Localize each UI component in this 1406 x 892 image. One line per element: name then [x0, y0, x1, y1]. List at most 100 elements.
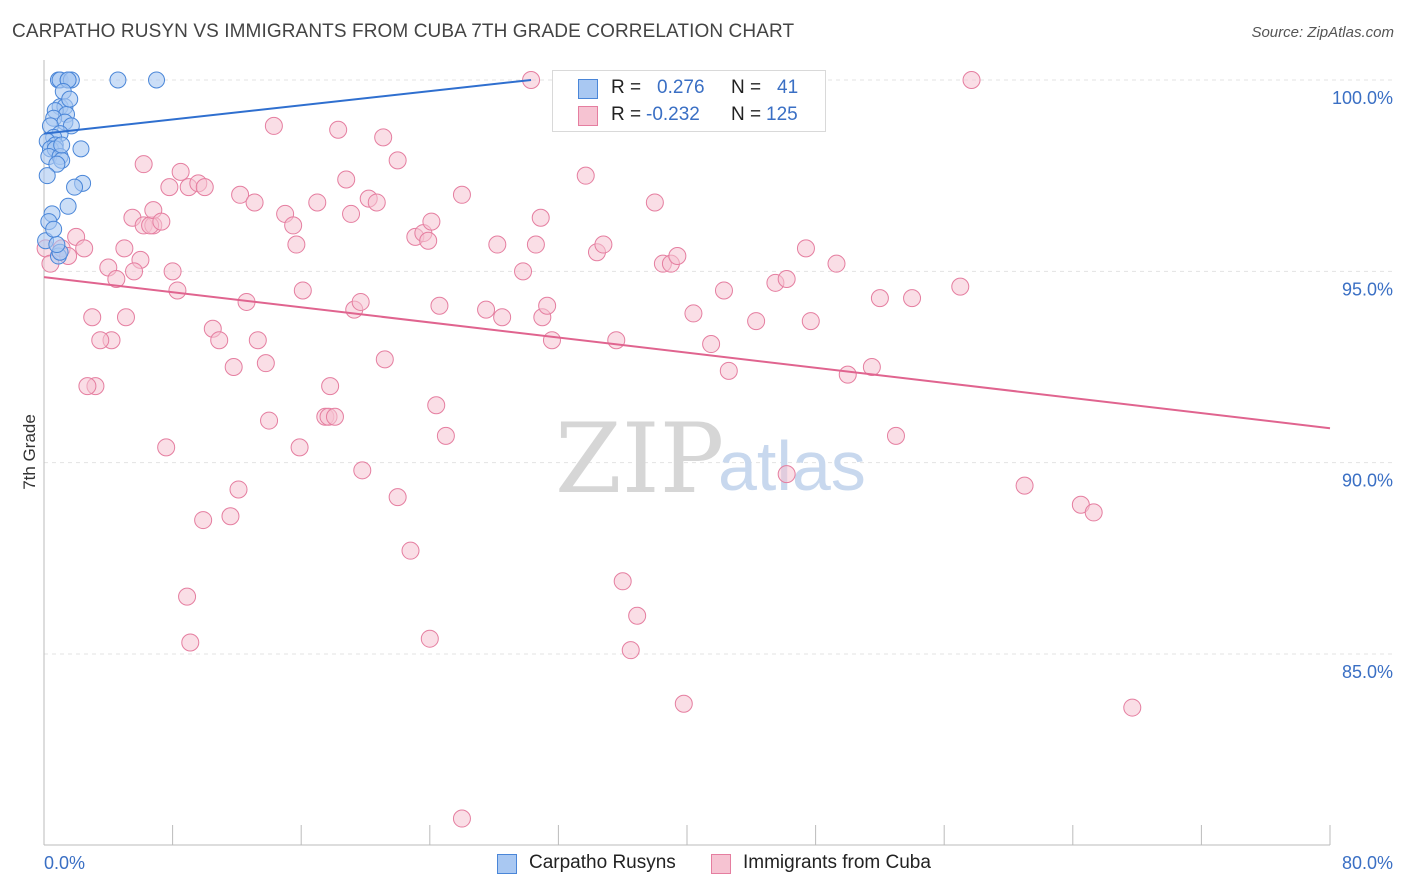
data-point-cuba — [714, 281, 733, 300]
data-point-rusyn — [72, 140, 90, 158]
legend-r-label: R = — [611, 104, 642, 125]
data-point-cuba — [293, 281, 312, 300]
data-point-cuba — [430, 296, 449, 315]
data-point-cuba — [493, 308, 512, 327]
data-point-cuba — [576, 166, 595, 185]
data-point-cuba — [231, 185, 250, 204]
data-point-cuba — [1015, 476, 1034, 495]
chart-title: CARPATHO RUSYN VS IMMIGRANTS FROM CUBA 7… — [12, 21, 795, 42]
data-point-cuba — [78, 377, 97, 396]
data-point-cuba — [342, 204, 361, 223]
data-point-cuba — [163, 262, 182, 281]
data-point-rusyn — [38, 167, 56, 185]
data-point-cuba — [171, 162, 190, 181]
data-point-rusyn — [148, 71, 166, 89]
data-point-rusyn — [45, 220, 63, 238]
data-point-cuba — [290, 438, 309, 457]
data-point-cuba — [422, 212, 441, 231]
data-point-cuba — [962, 71, 981, 89]
series-carpatho-rusyns — [37, 71, 646, 265]
trend-line-cuba — [43, 276, 1331, 430]
data-point-cuba — [115, 239, 134, 258]
data-point-cuba — [719, 361, 738, 380]
data-point-cuba — [903, 289, 922, 308]
legend-r-value: 0.276 — [657, 77, 705, 98]
data-point-cuba — [862, 358, 881, 376]
watermark-atlas: atlas — [718, 427, 866, 505]
data-point-cuba — [777, 269, 796, 288]
data-point-cuba — [337, 170, 356, 189]
data-point-cuba — [488, 235, 507, 254]
data-point-cuba — [248, 331, 267, 350]
legend-n-label: N = — [731, 77, 762, 98]
data-point-cuba — [264, 116, 283, 135]
data-point-cuba — [401, 541, 420, 560]
data-point-cuba — [436, 426, 455, 445]
legend-r-value: -0.232 — [646, 104, 700, 125]
y-tick-label: 90.0% — [1342, 471, 1393, 491]
data-point-cuba — [256, 354, 275, 373]
data-point-cuba — [777, 465, 796, 484]
legend-swatch-blue — [578, 79, 598, 99]
data-point-cuba — [321, 377, 340, 396]
data-point-cuba — [702, 335, 721, 354]
data-point-rusyn — [53, 136, 71, 154]
trend-lines — [43, 79, 1331, 430]
y-axis-label: 7th Grade — [20, 414, 39, 490]
data-point-cuba — [287, 235, 306, 254]
data-point-rusyn — [48, 155, 66, 173]
legend-n-value: 41 — [777, 77, 799, 98]
data-point-cuba — [747, 312, 766, 331]
data-point-cuba — [801, 312, 820, 331]
data-point-cuba — [367, 193, 386, 212]
data-point-cuba — [796, 239, 815, 258]
y-tick-label: 100.0% — [1332, 88, 1393, 108]
data-point-cuba — [107, 269, 126, 288]
data-point-cuba — [91, 331, 110, 350]
x-tick-label: 80.0% — [1342, 853, 1393, 873]
data-point-cuba — [645, 193, 664, 212]
bottom-legend-swatch-pink — [711, 854, 731, 874]
data-point-cuba — [838, 365, 857, 384]
data-point-cuba — [1084, 503, 1103, 522]
legend-n-value: 125 — [766, 104, 798, 125]
data-point-cuba — [531, 208, 550, 227]
data-point-cuba — [668, 247, 687, 266]
data-point-cuba — [224, 358, 243, 376]
y-tick-label: 95.0% — [1342, 279, 1393, 299]
data-point-cuba — [181, 633, 200, 652]
data-point-cuba — [477, 300, 496, 319]
data-point-cuba — [375, 350, 394, 369]
data-point-cuba — [1123, 698, 1142, 717]
data-point-cuba — [594, 235, 613, 254]
y-tick-label: 85.0% — [1342, 662, 1393, 682]
data-point-cuba — [374, 128, 393, 147]
data-point-cuba — [83, 308, 102, 327]
bottom-legend-label: Immigrants from Cuba — [743, 852, 931, 873]
data-point-rusyn — [61, 90, 79, 108]
data-point-cuba — [613, 572, 632, 591]
data-point-cuba — [538, 296, 557, 315]
legend-r-label: R = — [611, 77, 642, 98]
data-point-cuba — [353, 461, 372, 480]
data-point-cuba — [621, 641, 640, 660]
data-point-cuba — [329, 120, 348, 139]
data-point-cuba — [886, 426, 905, 445]
legend-swatch-pink — [578, 106, 598, 126]
data-point-cuba — [542, 331, 561, 350]
data-point-cuba — [116, 308, 135, 327]
data-point-rusyn — [66, 178, 84, 196]
data-point-cuba — [210, 331, 229, 350]
data-point-cuba — [628, 606, 647, 625]
data-point-rusyn — [109, 71, 127, 89]
data-point-cuba — [157, 438, 176, 457]
data-point-cuba — [221, 507, 240, 526]
data-point-cuba — [160, 178, 179, 197]
data-point-cuba — [75, 239, 94, 258]
watermark-zip: ZIP — [555, 403, 724, 515]
data-point-cuba — [351, 292, 370, 311]
data-point-cuba — [284, 216, 303, 235]
data-point-cuba — [152, 212, 171, 231]
trend-line-rusyn — [43, 79, 532, 135]
